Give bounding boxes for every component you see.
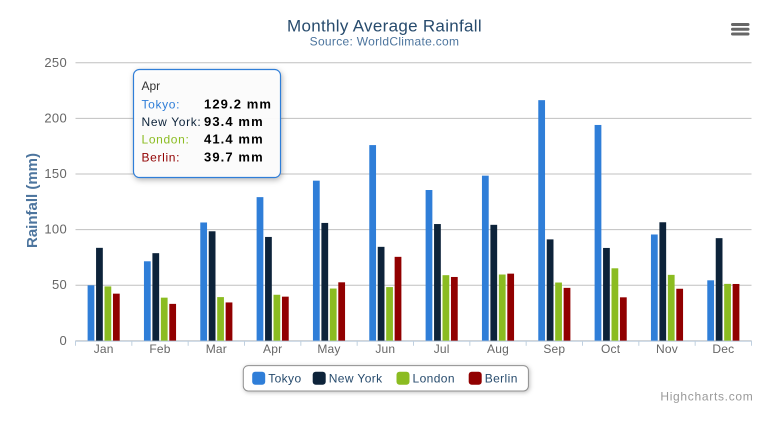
svg-text:Source: WorldClimate.com: Source: WorldClimate.com: [310, 35, 460, 49]
svg-text:0: 0: [59, 333, 67, 348]
svg-text:Berlin:: Berlin:: [142, 150, 181, 164]
svg-text:London: London: [413, 371, 455, 385]
svg-text:Mar: Mar: [206, 342, 227, 356]
svg-text:Jun: Jun: [375, 342, 395, 356]
svg-text:Aug: Aug: [487, 342, 509, 356]
svg-text:Berlin: Berlin: [485, 371, 518, 385]
svg-text:Dec: Dec: [712, 342, 734, 356]
svg-text:41.4 mm: 41.4 mm: [204, 132, 264, 147]
svg-text:Jan: Jan: [94, 342, 114, 356]
svg-text:Feb: Feb: [149, 342, 170, 356]
svg-text:Oct: Oct: [601, 342, 621, 356]
svg-text:129.2 mm: 129.2 mm: [204, 97, 272, 112]
svg-text:39.7 mm: 39.7 mm: [204, 149, 264, 164]
svg-text:Jul: Jul: [434, 342, 450, 356]
svg-text:New York:: New York:: [142, 115, 202, 129]
svg-text:Highcharts.com: Highcharts.com: [660, 390, 753, 404]
svg-text:London:: London:: [142, 133, 190, 147]
svg-text:Monthly Average Rainfall: Monthly Average Rainfall: [287, 17, 482, 36]
svg-text:New York: New York: [329, 371, 383, 385]
svg-text:Tokyo: Tokyo: [268, 371, 301, 385]
svg-text:93.4 mm: 93.4 mm: [204, 114, 264, 129]
svg-text:200: 200: [44, 110, 67, 125]
svg-text:150: 150: [44, 166, 67, 181]
svg-text:Apr: Apr: [142, 79, 161, 93]
svg-text:Rainfall (mm): Rainfall (mm): [24, 153, 41, 248]
svg-text:250: 250: [44, 55, 67, 70]
svg-text:May: May: [317, 342, 340, 356]
svg-text:50: 50: [52, 277, 67, 292]
svg-text:Tokyo:: Tokyo:: [142, 98, 181, 112]
svg-text:100: 100: [44, 222, 67, 237]
svg-text:Apr: Apr: [263, 342, 282, 356]
svg-text:Nov: Nov: [656, 342, 678, 356]
svg-text:Sep: Sep: [543, 342, 565, 356]
